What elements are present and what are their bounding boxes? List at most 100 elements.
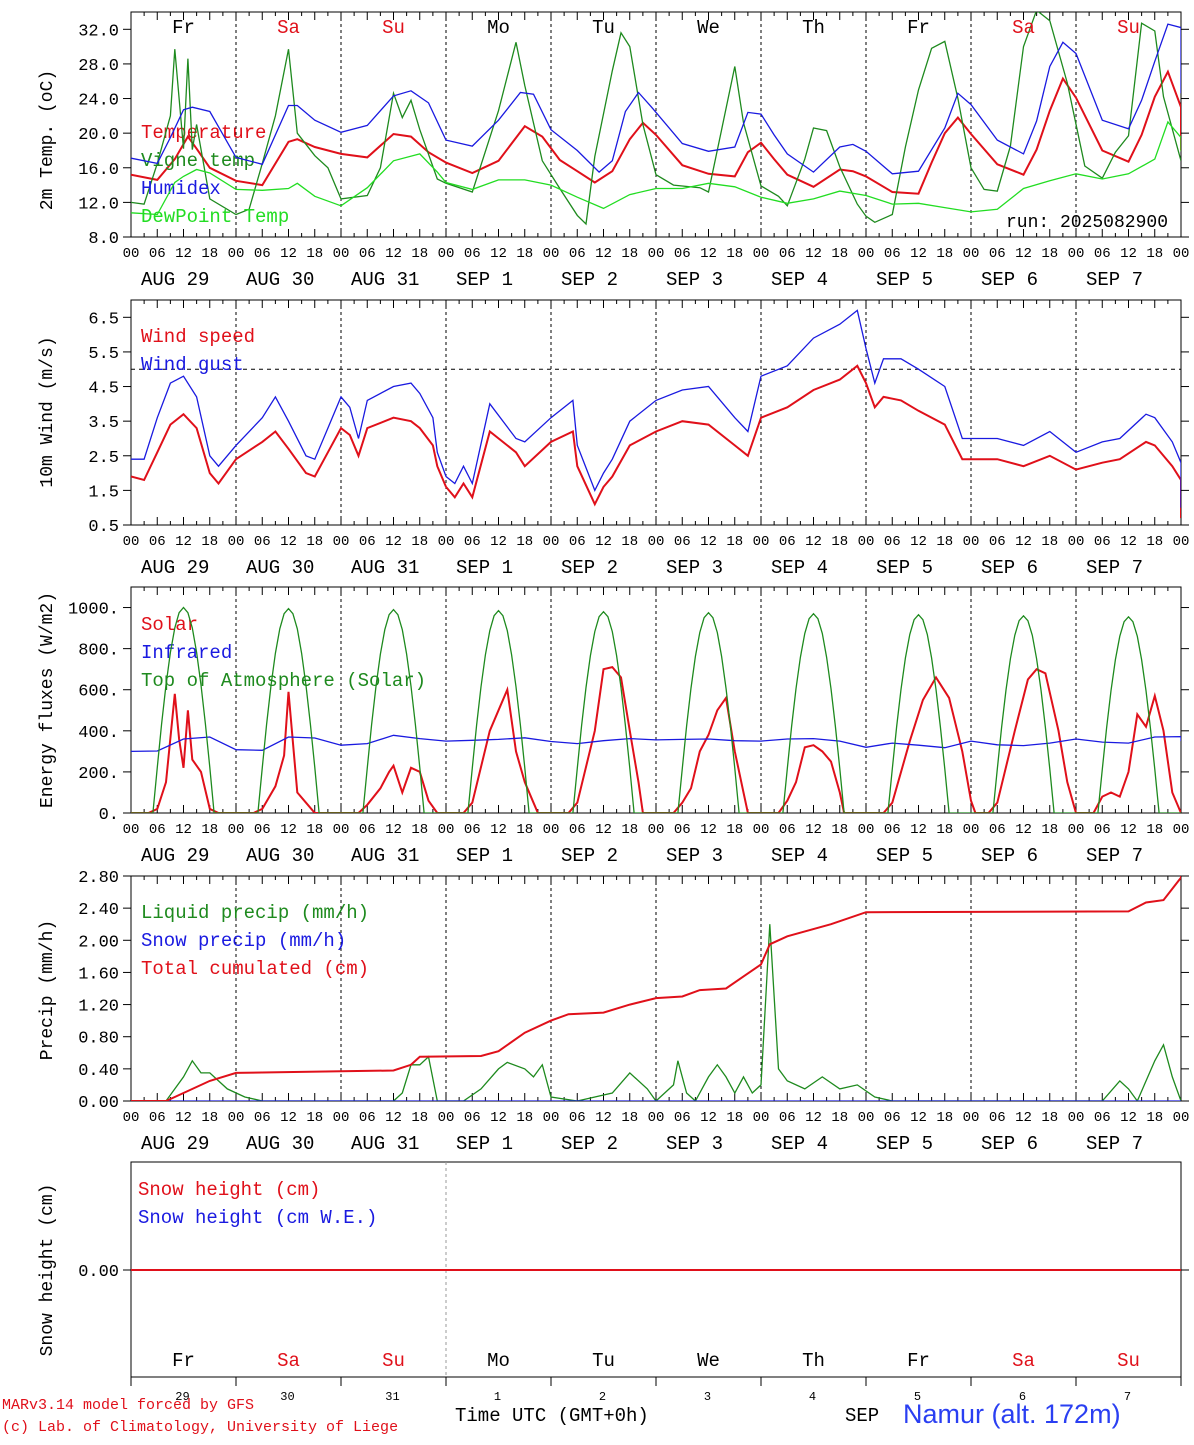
panel-4-hour-label: 00 bbox=[543, 1110, 560, 1126]
panel-4-ytick-label: 2.40 bbox=[78, 901, 119, 920]
panel-4-hour-label: 12 bbox=[385, 1110, 402, 1126]
panel-3-ytick-label: 0. bbox=[99, 806, 119, 825]
day-number: 2 bbox=[599, 1390, 606, 1404]
panel-1-hour-label: 12 bbox=[910, 246, 927, 262]
panel-1-date-label: SEP 7 bbox=[1086, 269, 1143, 291]
panel-1-ylabel: 2m Temp. (oC) bbox=[38, 70, 58, 210]
panel-3-hour-label: 06 bbox=[569, 822, 586, 838]
panel-2-ytick-label: 4.5 bbox=[88, 380, 119, 399]
panel-2-hour-label: 06 bbox=[779, 534, 796, 550]
panel-3-hour-label: 18 bbox=[411, 822, 428, 838]
panel-4-ytick-label: 0.40 bbox=[78, 1062, 119, 1081]
panel-2-series-wind-gust bbox=[131, 309, 1181, 508]
panel-1-series-vigne-temp bbox=[131, 12, 1181, 226]
panel-4-ytick-label: 1.20 bbox=[78, 998, 119, 1017]
day-number: 7 bbox=[1124, 1390, 1131, 1404]
panel-1-hour-label: 12 bbox=[385, 246, 402, 262]
panel-4-hour-label: 00 bbox=[333, 1110, 350, 1126]
panel-2-ytick-label: 1.5 bbox=[88, 483, 119, 502]
panel-2-hour-label: 12 bbox=[490, 534, 507, 550]
panel-2-ytick-label: 5.5 bbox=[88, 345, 119, 364]
panel-1-hour-label: 00 bbox=[858, 246, 875, 262]
day-name-bottom: Fr bbox=[172, 1350, 195, 1372]
panel-1-hour-label: 18 bbox=[831, 246, 848, 262]
panel-2-hour-label: 18 bbox=[1146, 534, 1163, 550]
panel-2-hour-label: 00 bbox=[123, 534, 140, 550]
panel-1-series-humidex bbox=[131, 23, 1181, 175]
panel-3-hour-label: 06 bbox=[989, 822, 1006, 838]
panel-3-ytick-label: 1000. bbox=[68, 601, 119, 620]
panel-2-date-label: AUG 29 bbox=[141, 557, 209, 579]
day-name-top: Fr bbox=[172, 17, 195, 39]
panel-4-hour-label: 06 bbox=[674, 1110, 691, 1126]
panel-4-hour-label: 00 bbox=[648, 1110, 665, 1126]
panel-3-hour-label: 18 bbox=[621, 822, 638, 838]
panel-2-date-label: SEP 3 bbox=[666, 557, 723, 579]
day-name-bottom: We bbox=[697, 1350, 720, 1372]
panel-1-run-annotation: run: 2025082900 bbox=[1006, 213, 1168, 233]
month-label: SEP bbox=[845, 1405, 880, 1427]
panel-3-hour-label: 18 bbox=[516, 822, 533, 838]
panel-3-ytick-label: 200. bbox=[78, 765, 119, 784]
panel-3-series-infrared bbox=[131, 734, 1181, 753]
panel-2-date-label: SEP 4 bbox=[771, 557, 828, 579]
panel-1-hour-label: 00 bbox=[438, 246, 455, 262]
panel-2-hour-label: 00 bbox=[963, 534, 980, 550]
day-name-bottom: Fr bbox=[907, 1350, 930, 1372]
day-name-top: Su bbox=[1117, 17, 1140, 39]
panel-2-hour-label: 18 bbox=[411, 534, 428, 550]
time-axis-label: Time UTC (GMT+0h) bbox=[455, 1405, 649, 1427]
credit-line-2: (c) Lab. of Climatology, University of L… bbox=[2, 1419, 399, 1436]
panel-1-date-label: AUG 30 bbox=[246, 269, 314, 291]
panel-3-ytick-label: 800. bbox=[78, 642, 119, 661]
panel-4-hour-label: 06 bbox=[1094, 1110, 1111, 1126]
day-number: 6 bbox=[1019, 1390, 1026, 1404]
panel-1-date-label: AUG 29 bbox=[141, 269, 209, 291]
panel-1-date-label: AUG 31 bbox=[351, 269, 419, 291]
panel-4-hour-label: 12 bbox=[1015, 1110, 1032, 1126]
panel-1-hour-label: 00 bbox=[963, 246, 980, 262]
panel-4-hour-label: 18 bbox=[621, 1110, 638, 1126]
panel-2-hour-label: 18 bbox=[936, 534, 953, 550]
panel-2-hour-label: 18 bbox=[1041, 534, 1058, 550]
day-name-bottom: Su bbox=[1117, 1350, 1140, 1372]
panel-3-hour-label: 18 bbox=[1146, 822, 1163, 838]
panel-2-hour-label: 06 bbox=[989, 534, 1006, 550]
panel-4-hour-label: 12 bbox=[490, 1110, 507, 1126]
panel-3-hour-label: 12 bbox=[280, 822, 297, 838]
panel-4-date-label: AUG 30 bbox=[246, 1133, 314, 1155]
panel-2-ytick-label: 0.5 bbox=[88, 518, 119, 537]
panel-3-hour-label: 06 bbox=[254, 822, 271, 838]
panel-4-ytick-label: 0.80 bbox=[78, 1030, 119, 1049]
panel-2-hour-label: 06 bbox=[149, 534, 166, 550]
panel-3-hour-label: 18 bbox=[201, 822, 218, 838]
panel-3-hour-label: 00 bbox=[543, 822, 560, 838]
panel-3-date-label: SEP 5 bbox=[876, 845, 933, 867]
panel-3-date-label: SEP 2 bbox=[561, 845, 618, 867]
panel-5-ylabel: Snow height (cm) bbox=[38, 1184, 58, 1357]
panel-3-hour-label: 06 bbox=[884, 822, 901, 838]
day-number: 31 bbox=[385, 1390, 399, 1404]
panel-1-hour-label: 00 bbox=[1173, 246, 1190, 262]
panel-2-hour-label: 00 bbox=[753, 534, 770, 550]
panel-3-hour-label: 00 bbox=[648, 822, 665, 838]
day-name-top: Sa bbox=[1012, 17, 1035, 39]
day-name-top: Fr bbox=[907, 17, 930, 39]
panel-3-hour-label: 12 bbox=[1015, 822, 1032, 838]
panel-2-hour-label: 12 bbox=[1015, 534, 1032, 550]
panel-1-hour-label: 00 bbox=[648, 246, 665, 262]
panel-4-ytick-label: 2.00 bbox=[78, 933, 119, 952]
panel-2-date-label: SEP 5 bbox=[876, 557, 933, 579]
day-name-top: Su bbox=[382, 17, 405, 39]
panel-4-hour-label: 00 bbox=[1068, 1110, 1085, 1126]
panel-3-hour-label: 12 bbox=[595, 822, 612, 838]
panel-2-date-label: SEP 2 bbox=[561, 557, 618, 579]
panel-1-date-label: SEP 6 bbox=[981, 269, 1038, 291]
day-number: 3 bbox=[704, 1390, 711, 1404]
panel-3-date-label: SEP 6 bbox=[981, 845, 1038, 867]
panel-3-date-label: SEP 3 bbox=[666, 845, 723, 867]
day-name-top: Sa bbox=[277, 17, 300, 39]
panel-2-legend-2: Wind gust bbox=[141, 354, 244, 376]
panel-4-hour-label: 12 bbox=[700, 1110, 717, 1126]
